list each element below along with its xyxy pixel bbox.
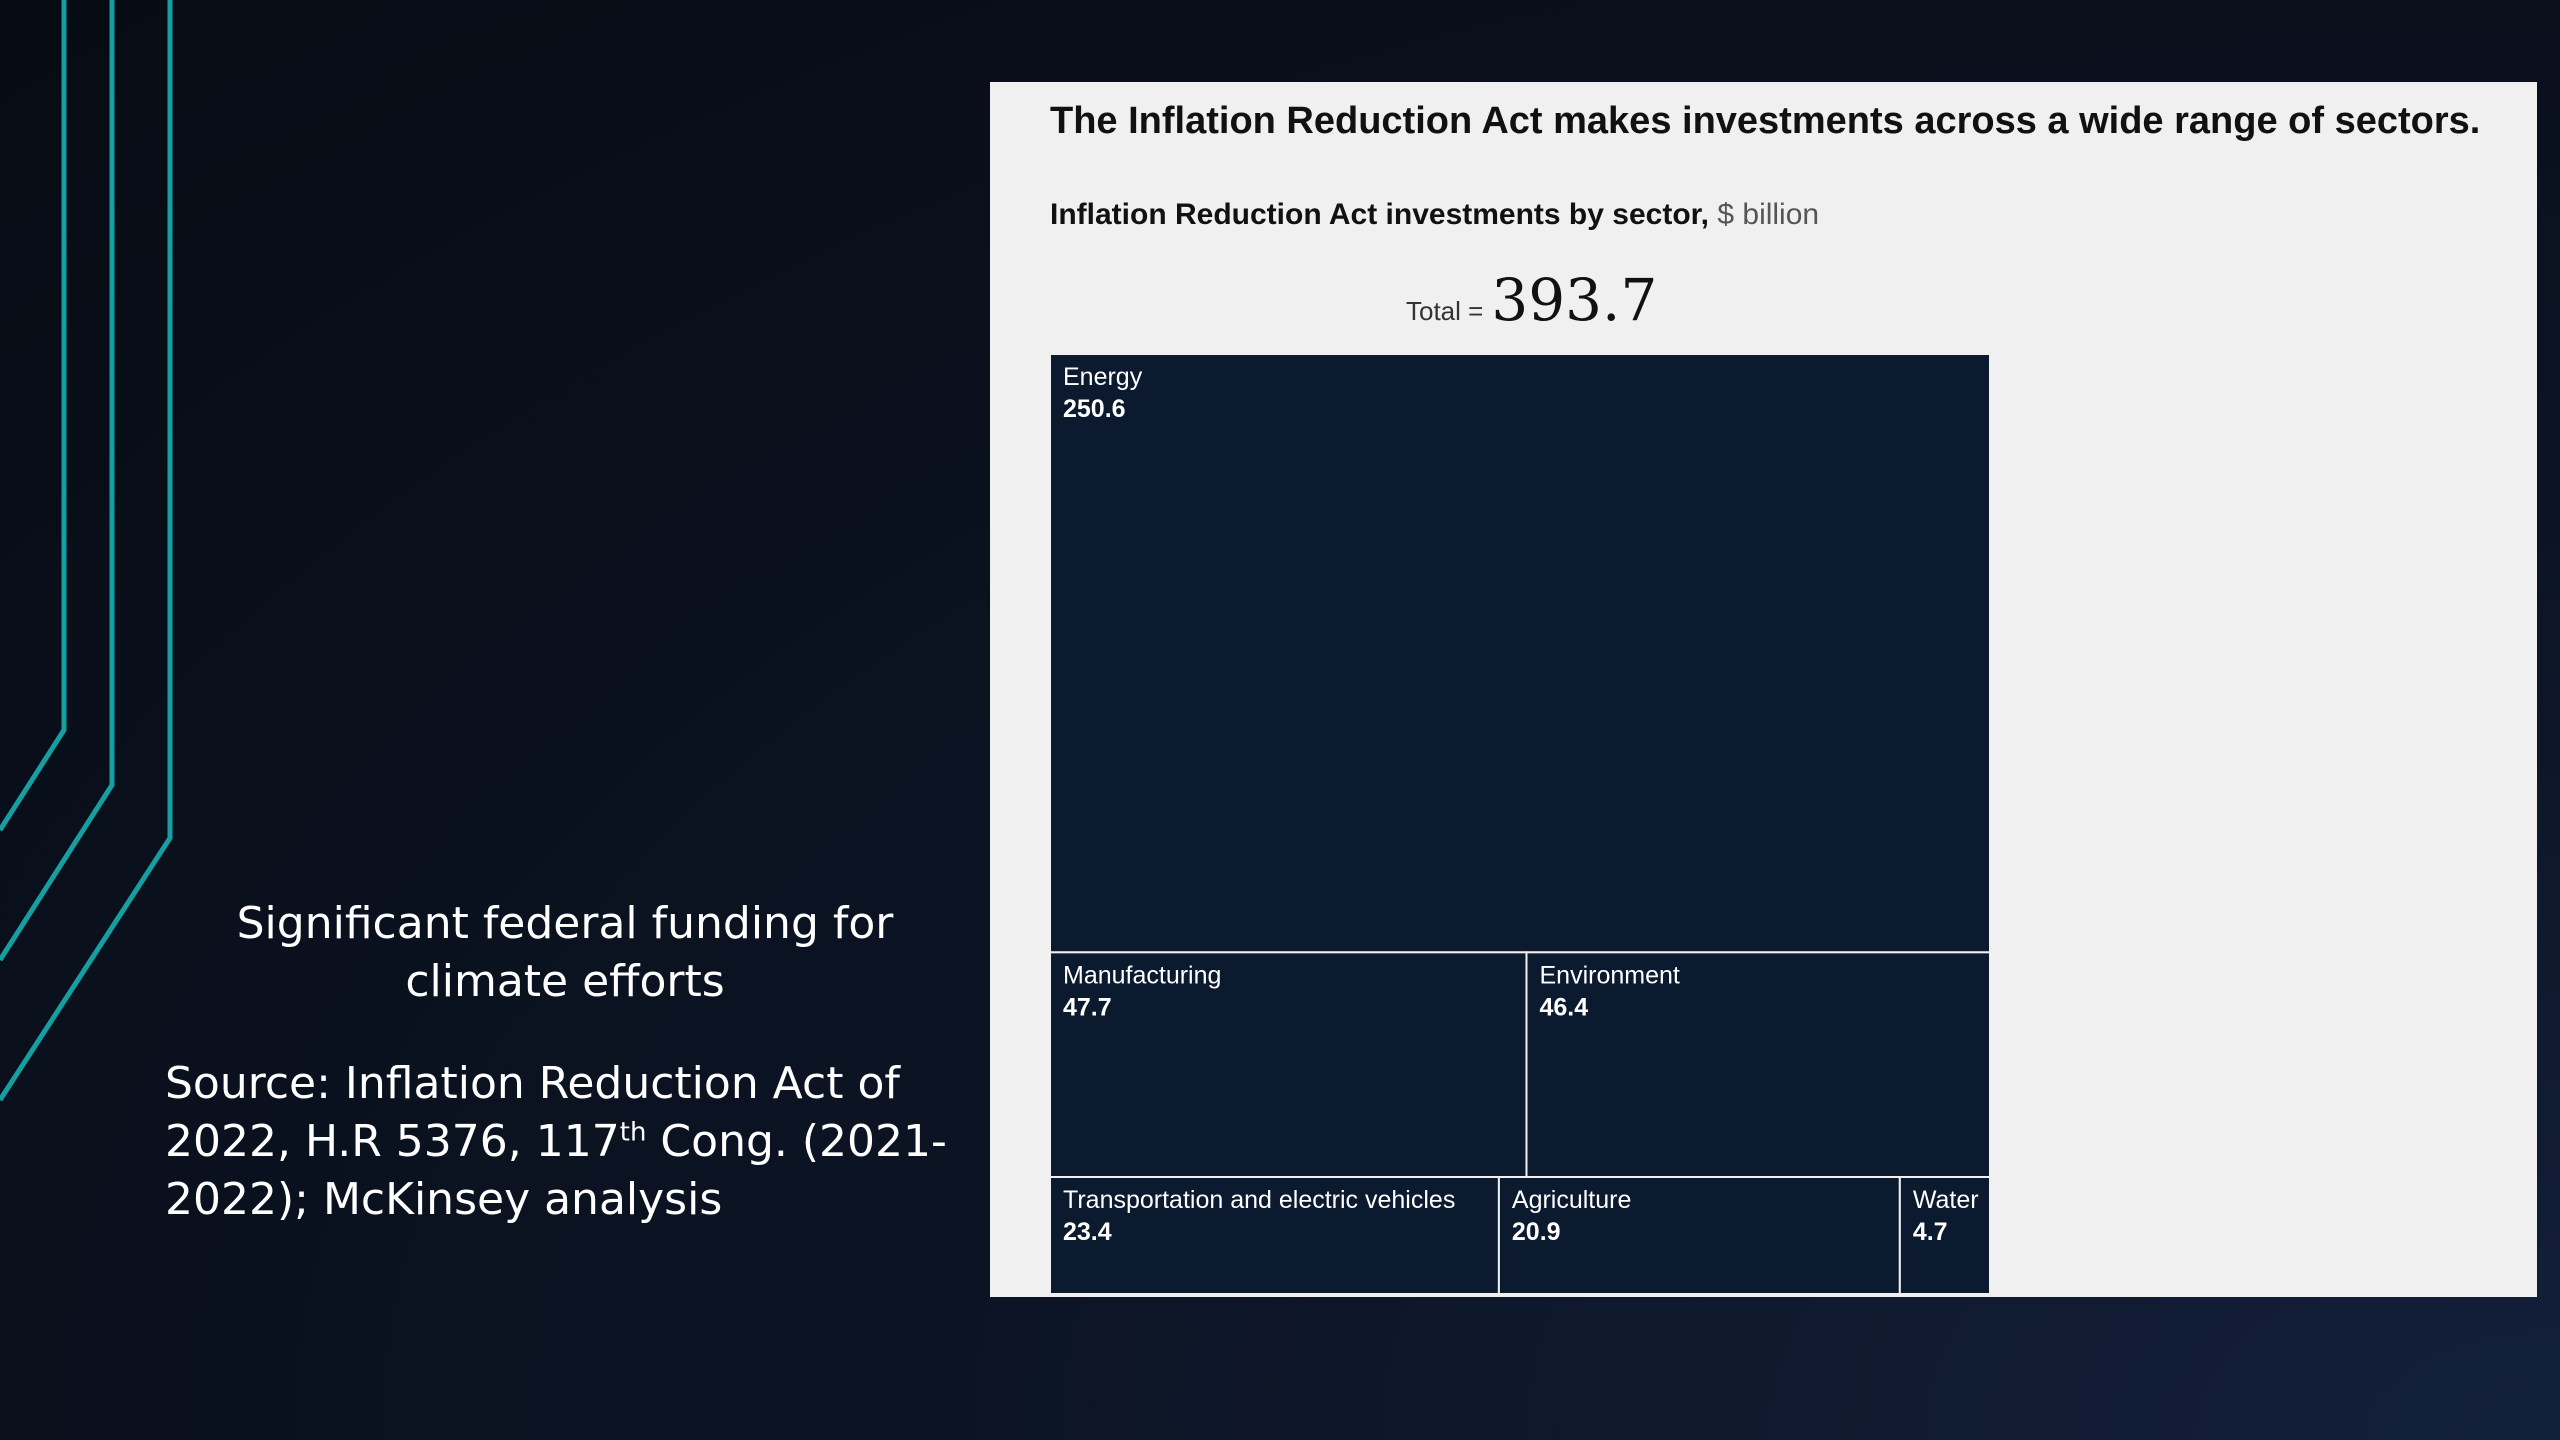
total-value: 393.7 <box>1491 266 1658 334</box>
treemap-rect-manufacturing <box>1050 951 1528 1179</box>
treemap-value-environment: 46.4 <box>1539 993 1588 1021</box>
slide-caption: Significant federal funding for climate … <box>236 898 894 1007</box>
treemap-value-water: 4.7 <box>1913 1218 1948 1246</box>
treemap-rect-energy <box>1050 354 1990 954</box>
total-label: Total = <box>1406 296 1484 326</box>
treemap-cell-environment: Environment 46.4 <box>1525 951 1990 1179</box>
chart-title: The Inflation Reduction Act makes invest… <box>1050 100 2481 142</box>
treemap-value-manufacturing: 47.7 <box>1063 993 1112 1021</box>
source-superscript: th <box>619 1117 647 1148</box>
treemap-cell-manufacturing: Manufacturing 47.7 <box>1050 951 1528 1179</box>
chart-subtitle: Inflation Reduction Act investments by s… <box>1050 198 1819 232</box>
source-citation: Source: Inflation Reduction Act of 2022,… <box>165 1055 965 1229</box>
treemap-label-environment: Environment <box>1539 961 1679 989</box>
treemap-value-energy: 250.6 <box>1063 395 1126 423</box>
chart-panel: The Inflation Reduction Act makes invest… <box>990 82 2537 1297</box>
total-row: Total = 393.7 <box>1406 266 1806 334</box>
treemap-value-transportation-and-electric-vehicles: 23.4 <box>1063 1218 1112 1246</box>
treemap-rect-agriculture <box>1497 1176 1901 1294</box>
treemap-cell-energy: Energy 250.6 <box>1050 354 1990 954</box>
decorative-lines <box>0 0 173 1102</box>
treemap-chart: Energy 250.6 Manufacturing 47.7 Environment 4… <box>1050 354 1990 1294</box>
treemap-cell-water: Water 4.7 <box>1898 1176 1990 1294</box>
treemap-label-energy: Energy <box>1063 363 1143 391</box>
source-text-suffix: Cong. (2021-2022); McKinsey analysis <box>165 1116 947 1225</box>
treemap-label-manufacturing: Manufacturing <box>1063 961 1221 989</box>
treemap-label-water: Water <box>1913 1186 1979 1214</box>
treemap-rect-water <box>1898 1176 1990 1294</box>
treemap-value-agriculture: 20.9 <box>1512 1218 1561 1246</box>
chart-subtitle-text: Inflation Reduction Act investments by s… <box>1050 198 1710 231</box>
treemap-label-transportation-and-electric-vehicles: Transportation and electric vehicles <box>1063 1186 1455 1214</box>
accent-line-middle <box>0 0 115 962</box>
accent-line-inner <box>0 0 67 832</box>
treemap-cell-agriculture: Agriculture 20.9 <box>1497 1176 1901 1294</box>
accent-line-outer <box>0 0 173 1102</box>
treemap-cell-transportation-and-electric-vehicles: Transportation and electric vehicles 23.4 <box>1050 1176 1500 1294</box>
chart-unit: $ billion <box>1717 198 1820 231</box>
source-text-prefix: Source: Inflation Reduction Act of 2022,… <box>165 1058 900 1167</box>
treemap-label-agriculture: Agriculture <box>1512 1186 1632 1214</box>
